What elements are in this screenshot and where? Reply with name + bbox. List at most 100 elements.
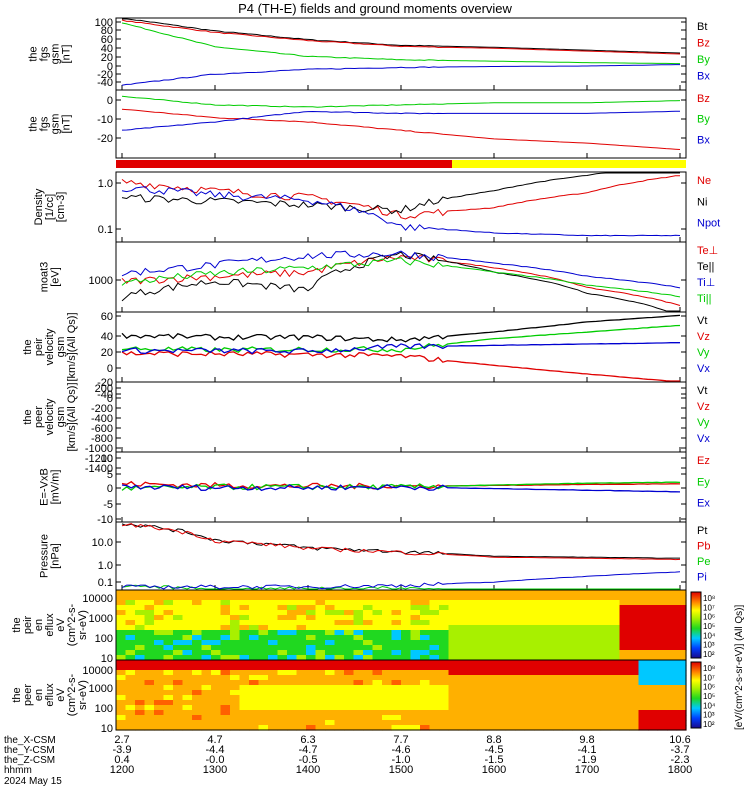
spectrogram-cell (429, 725, 440, 731)
spectrogram-cell (258, 725, 269, 731)
spectrogram-cell (315, 690, 326, 696)
spectrogram-cell (448, 680, 459, 686)
spectrogram-cell (306, 715, 317, 721)
x-row-label: 2024 May 15 (4, 776, 62, 787)
spectrogram-cell (572, 615, 583, 621)
spectrogram-cell (496, 690, 507, 696)
spectrogram-cell (382, 645, 393, 651)
x-tick-value: 1500 (389, 764, 413, 776)
spectrogram-cell (486, 690, 497, 696)
spectrogram-cell (201, 690, 212, 696)
spectrogram-cell (619, 665, 630, 671)
spectrogram-cell (458, 595, 469, 601)
spectrogram-cell (477, 710, 488, 716)
spectrogram-cell (144, 705, 155, 711)
mode-bar (116, 160, 686, 168)
spectrogram-cell (211, 680, 222, 686)
spectrogram-cell (249, 725, 260, 731)
spectrogram-cell (268, 675, 279, 681)
spectrogram-cell (220, 635, 231, 641)
spectrogram-cell (116, 600, 127, 606)
spectrogram-cell (154, 640, 165, 646)
spectrogram-cell (581, 705, 592, 711)
spectrogram-cell (629, 705, 640, 711)
spectrogram-cell (515, 600, 526, 606)
spectrogram-cell (182, 600, 193, 606)
spectrogram-cell (144, 660, 155, 666)
spectrogram-cell (382, 655, 393, 661)
spectrogram-cell (581, 700, 592, 706)
spectrogram-cell (372, 660, 383, 666)
spectrogram-cell (420, 630, 431, 636)
spectrogram-cell (496, 600, 507, 606)
spectrogram-cell (334, 705, 345, 711)
spectrogram-cell (220, 660, 231, 666)
spectrogram-cell (353, 665, 364, 671)
spectrogram-cell (439, 650, 450, 656)
spectrogram-cell (657, 675, 668, 681)
spectrogram-cell (638, 610, 649, 616)
spectrogram-cell (572, 675, 583, 681)
spectrogram-cell (268, 645, 279, 651)
spectrogram-cell (315, 685, 326, 691)
spectrogram-cell (173, 640, 184, 646)
spectrogram-cell (591, 695, 602, 701)
x-tick-value: 1800 (668, 764, 692, 776)
spectrogram-cell (676, 710, 687, 716)
y-axis-label: [mV/m] (50, 470, 62, 505)
spectrogram-cell (638, 600, 649, 606)
spectrogram-cell (258, 625, 269, 631)
spectrogram-cell (363, 620, 374, 626)
spectrogram-cell (439, 685, 450, 691)
spectrogram-cell (163, 725, 174, 731)
spectrogram-cell (154, 710, 165, 716)
spectrogram-cell (372, 600, 383, 606)
spectrogram-cell (163, 610, 174, 616)
spectrogram-cell (306, 710, 317, 716)
spectrogram-cell (315, 655, 326, 661)
spectrogram-cell (572, 610, 583, 616)
spectrogram-cell (534, 605, 545, 611)
spectrogram-cell (296, 700, 307, 706)
spectrogram-cell (543, 715, 554, 721)
spectrogram-cell (505, 600, 516, 606)
series-line-ne (121, 175, 681, 220)
spectrogram-cell (676, 615, 687, 621)
spectrogram-cell (458, 675, 469, 681)
spectrogram-cell (334, 610, 345, 616)
spectrogram-cell (201, 640, 212, 646)
spectrogram-cell (201, 665, 212, 671)
spectrogram-cell (163, 695, 174, 701)
spectrogram-cell (667, 700, 678, 706)
legend-entry: Bx (697, 134, 710, 146)
spectrogram-cell (372, 705, 383, 711)
spectrogram-cell (258, 600, 269, 606)
spectrogram-cell (353, 615, 364, 621)
spectrogram-cell (296, 600, 307, 606)
spectrogram-cell (372, 615, 383, 621)
spectrogram-cell (610, 595, 621, 601)
spectrogram-cell (125, 650, 136, 656)
spectrogram-cell (382, 725, 393, 731)
spectrogram-cell (306, 590, 317, 596)
spectrogram-cell (600, 590, 611, 596)
spectrogram-cell (173, 715, 184, 721)
spectrogram-cell (315, 720, 326, 726)
spectrogram-cell (363, 660, 374, 666)
spectrogram-cell (515, 590, 526, 596)
spectrogram-cell (439, 695, 450, 701)
spectrogram-cell (477, 610, 488, 616)
y-tick-label: -1400 (85, 463, 113, 475)
spectrogram-cell (325, 595, 336, 601)
y-tick-label: 5 (107, 469, 113, 481)
spectrogram-cell (515, 710, 526, 716)
legend-entry: Vt (697, 385, 707, 397)
spectrogram-cell (591, 675, 602, 681)
y-axis-label: E=-VxB (39, 468, 51, 506)
spectrogram-cell (638, 695, 649, 701)
spectrogram-cell (486, 710, 497, 716)
spectrogram-cell (467, 720, 478, 726)
spectrogram-cell (239, 635, 250, 641)
